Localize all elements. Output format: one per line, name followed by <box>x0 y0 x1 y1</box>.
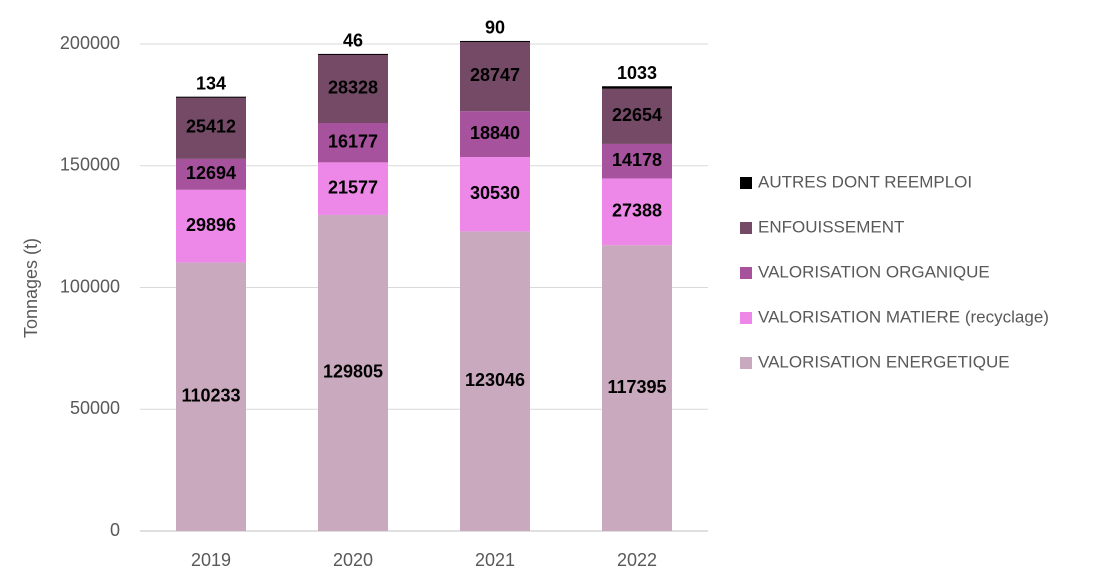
data-label: 123046 <box>465 370 525 390</box>
x-tick-label: 2022 <box>617 550 657 570</box>
bar-segment <box>318 54 388 123</box>
y-tick-label: 100000 <box>60 276 120 296</box>
bar-segment <box>176 262 246 531</box>
data-label: 90 <box>485 18 505 38</box>
data-label: 110233 <box>181 386 240 406</box>
legend-label: ENFOUISSEMENT <box>758 217 904 236</box>
data-label: 1033 <box>617 63 657 83</box>
data-label: 134 <box>196 73 226 93</box>
bar-segment <box>318 162 388 215</box>
data-label: 16177 <box>328 131 378 151</box>
y-tick-label: 150000 <box>60 155 120 175</box>
bar-segment <box>176 96 246 159</box>
bar-segment <box>460 231 530 531</box>
bar-segment <box>460 41 530 112</box>
y-tick-label: 200000 <box>60 33 120 53</box>
x-tick-label: 2019 <box>191 550 231 570</box>
data-label: 28747 <box>470 65 520 85</box>
bar-segment <box>318 122 388 163</box>
y-axis-label: Tonnages (t) <box>21 238 41 338</box>
data-label: 28328 <box>328 77 378 97</box>
data-label: 27388 <box>612 201 662 221</box>
data-label: 30530 <box>470 183 520 203</box>
bar-segment <box>602 86 672 89</box>
bar-segment <box>176 96 246 98</box>
legend-swatch <box>740 357 752 369</box>
bar-segment <box>318 214 388 532</box>
y-tick-label: 0 <box>110 520 120 540</box>
x-tick-label: 2020 <box>333 550 373 570</box>
data-label: 21577 <box>328 177 378 197</box>
legend-label: VALORISATION MATIERE (recyclage) <box>758 307 1049 326</box>
bar-segment <box>602 143 672 179</box>
bar-segment <box>602 245 672 531</box>
bar-segment <box>460 40 530 42</box>
legend-label: VALORISATION ENERGETIQUE <box>758 352 1010 371</box>
bar-segment <box>460 111 530 158</box>
legend-label: AUTRES DONT REEMPLOI <box>758 172 972 191</box>
legend-swatch <box>740 312 752 324</box>
data-label: 25412 <box>186 117 236 137</box>
bar-segment <box>176 158 246 190</box>
x-tick-label: 2021 <box>475 550 515 570</box>
data-label: 46 <box>343 31 363 51</box>
bar-segment <box>602 178 672 246</box>
data-label: 129805 <box>323 362 383 382</box>
data-label: 18840 <box>470 123 520 143</box>
legend-swatch <box>740 177 752 189</box>
y-tick-label: 50000 <box>70 398 120 418</box>
data-label: 12694 <box>186 163 236 183</box>
legend-label: VALORISATION ORGANIQUE <box>758 262 990 281</box>
legend-swatch <box>740 222 752 234</box>
data-label: 14178 <box>612 150 662 170</box>
bar-segment <box>602 88 672 144</box>
data-label: 117395 <box>607 377 666 397</box>
bar-segment <box>318 53 388 55</box>
bar-segment <box>176 189 246 263</box>
data-label: 29896 <box>186 215 236 235</box>
data-label: 22654 <box>612 105 662 125</box>
bar-segment <box>460 157 530 232</box>
legend-swatch <box>740 267 752 279</box>
